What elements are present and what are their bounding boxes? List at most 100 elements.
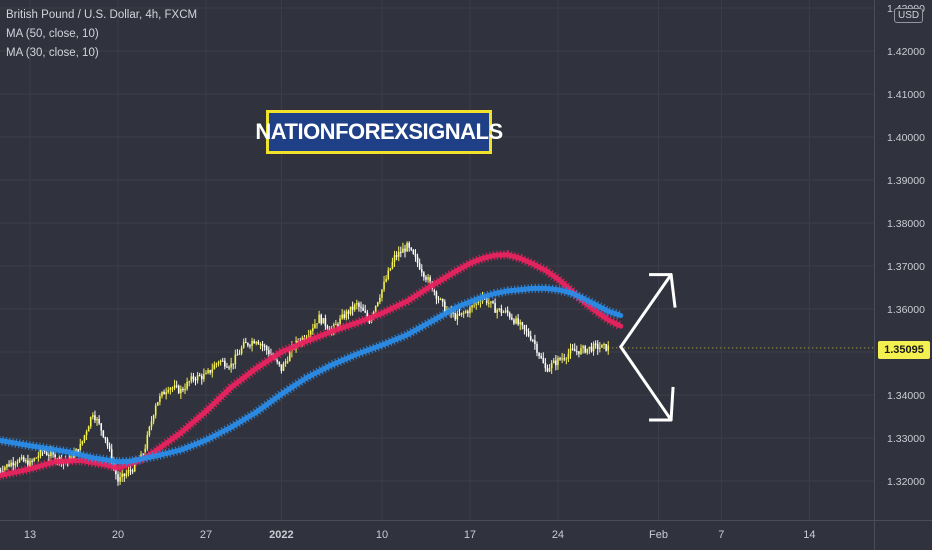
candle-body xyxy=(50,451,52,456)
candle-body xyxy=(190,376,193,382)
candle-body xyxy=(393,255,396,262)
candle-body xyxy=(400,251,402,253)
candle-body xyxy=(517,318,519,325)
candle-body xyxy=(282,363,285,371)
candle-body xyxy=(156,402,159,406)
candle-body xyxy=(104,436,107,440)
candle-body xyxy=(519,322,522,325)
candle-body xyxy=(234,354,237,365)
currency-button[interactable]: USD xyxy=(894,8,924,23)
legend-ma30[interactable]: MA (30, close, 10) xyxy=(6,47,99,59)
candle-body xyxy=(129,470,132,472)
candle-body xyxy=(452,312,454,314)
candle-body xyxy=(542,357,545,364)
candle-body xyxy=(494,303,496,313)
candle-body xyxy=(20,457,23,459)
candle-body xyxy=(546,368,549,372)
candle-body xyxy=(6,464,8,468)
candle-body xyxy=(123,473,126,477)
candle-body xyxy=(286,361,289,363)
candle-body xyxy=(4,467,6,472)
candle-body xyxy=(161,391,163,396)
candle-body xyxy=(16,461,19,464)
candle-body xyxy=(203,374,205,380)
candle-body xyxy=(502,311,505,313)
candle-body xyxy=(192,376,195,380)
candle-body xyxy=(309,331,312,336)
candle-body xyxy=(247,343,249,346)
candle-body xyxy=(534,340,536,345)
y-tick-label: 1.41000 xyxy=(887,89,925,101)
up-arrow-shaft xyxy=(619,273,673,349)
candle-body xyxy=(456,314,459,320)
candle-body xyxy=(115,466,117,475)
x-tick-label: Feb xyxy=(649,529,668,541)
candle-body xyxy=(441,298,444,302)
candle-body xyxy=(133,461,136,472)
candle-body xyxy=(108,445,111,450)
down-arrow-shaft xyxy=(619,345,673,422)
candle-body xyxy=(35,457,38,459)
candle-body xyxy=(106,439,109,446)
candle-body xyxy=(33,458,35,461)
candle-body xyxy=(255,341,258,344)
candle-body xyxy=(81,440,84,445)
candle-body xyxy=(265,346,268,351)
candle-body xyxy=(224,360,226,367)
candle-body xyxy=(582,346,584,349)
candle-body xyxy=(83,435,86,441)
candle-body xyxy=(127,470,130,474)
candle-body xyxy=(159,395,161,403)
candle-body xyxy=(458,314,461,316)
candle-body xyxy=(511,317,513,320)
candle-body xyxy=(230,363,232,368)
candle-body xyxy=(169,388,172,391)
candle-body xyxy=(525,329,528,332)
legend-ma50[interactable]: MA (50, close, 10) xyxy=(6,28,99,40)
candle-body xyxy=(171,387,174,389)
y-tick-label: 1.32000 xyxy=(887,476,925,488)
candle-body xyxy=(544,363,547,369)
legend-symbol[interactable]: British Pound / U.S. Dollar, 4h, FXCM xyxy=(6,9,198,21)
candle-body xyxy=(594,343,597,345)
candle-body xyxy=(73,452,75,460)
candle-body xyxy=(473,304,475,306)
candle-body xyxy=(238,353,241,355)
candle-body xyxy=(548,368,551,372)
candle-body xyxy=(454,312,457,320)
candle-body xyxy=(557,358,559,366)
candle-body xyxy=(87,426,90,432)
candle-body xyxy=(567,353,570,359)
candle-body xyxy=(184,389,186,391)
candle-body xyxy=(77,449,79,453)
candle-body xyxy=(165,392,167,395)
candle-body xyxy=(18,458,21,462)
candle-body xyxy=(240,347,243,354)
candle-body xyxy=(337,324,339,326)
candle-body xyxy=(444,301,446,313)
candle-body xyxy=(268,350,270,354)
candle-body xyxy=(79,444,82,453)
candle-body xyxy=(22,457,25,462)
candle-body xyxy=(603,344,605,346)
candle-body xyxy=(198,375,201,377)
candle-body xyxy=(521,322,524,326)
candle-body xyxy=(326,326,329,330)
y-tick-label: 1.37000 xyxy=(887,261,925,273)
candle-body xyxy=(242,342,245,348)
y-tick-label: 1.36000 xyxy=(887,304,925,316)
candle-body xyxy=(410,247,413,250)
candle-body xyxy=(25,460,27,462)
candle-body xyxy=(276,358,279,362)
candle-body xyxy=(391,261,394,269)
candle-body xyxy=(402,248,404,253)
candle-body xyxy=(318,314,320,324)
candle-body xyxy=(498,308,501,310)
candle-body xyxy=(504,310,507,312)
candle-body xyxy=(228,367,230,369)
candle-body xyxy=(100,423,103,431)
candle-body xyxy=(280,364,283,371)
candle-body xyxy=(532,340,534,342)
candle-body xyxy=(599,347,601,349)
